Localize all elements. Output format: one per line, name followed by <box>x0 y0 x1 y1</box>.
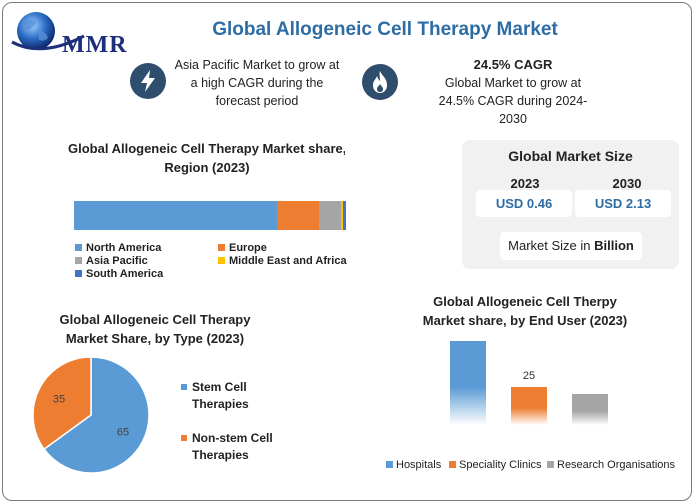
note-prefix: Market Size in <box>508 238 595 253</box>
legend-swatch <box>547 461 554 468</box>
enduser-legend-hospitals: Hospitals <box>386 459 441 471</box>
legend-label: North America <box>86 242 162 254</box>
legend-item-europe: Europe <box>218 242 267 254</box>
note-unit: Billion <box>594 238 634 253</box>
logo-text: MMR <box>62 32 128 58</box>
enduser-bar-hospitals <box>450 340 486 425</box>
type-chart-title: Global Allogeneic Cell Therapy Market Sh… <box>40 310 270 348</box>
legend-swatch <box>218 257 225 264</box>
highlight-left-line: forecast period <box>215 94 299 108</box>
year-2030-label: 2030 <box>612 176 642 191</box>
highlight-right-line: 24.5% CAGR during 2024- <box>438 94 588 108</box>
legend-swatch <box>386 461 393 468</box>
globe-logo-icon <box>11 12 85 51</box>
region-bar-segment-europe <box>276 201 319 230</box>
pie-slice-non-stem-cell-therapies <box>32 356 92 451</box>
type-title-line: Market Share, by Type (2023) <box>65 331 245 346</box>
highlight-right-text: 24.5% CAGR Global Market to grow at 24.5… <box>418 56 608 128</box>
enduser-title-line: Market share, by End User (2023) <box>422 313 628 328</box>
region-title-line: Region (2023) <box>164 160 250 175</box>
legend-label: Speciality Clinics <box>459 459 542 471</box>
type-title-line: Global Allogeneic Cell Therapy <box>59 312 251 327</box>
legend-item-asia-pacific: Asia Pacific <box>75 255 148 267</box>
region-bar-segment-asia-pacific <box>318 201 341 230</box>
legend-swatch <box>218 244 225 251</box>
highlight-right-line: 2030 <box>499 112 527 126</box>
value-2030: USD 2.13 <box>575 190 671 217</box>
legend-label: Research Organisations <box>557 459 676 471</box>
pie-data-label: 35 <box>53 394 65 406</box>
pie-legend-item-nonstem: Non-stem Cell Therapies <box>181 430 273 464</box>
legend-label: Middle East and Africa <box>229 255 347 267</box>
highlight-left-text: Asia Pacific Market to grow at a high CA… <box>168 56 346 110</box>
legend-label: South America <box>86 268 164 280</box>
enduser-title-line: Global Allogeneic Cell Therpy <box>433 294 617 309</box>
market-size-panel: Global Market Size 2023 2030 USD 0.46 US… <box>462 140 679 269</box>
highlight-left-line: a high CAGR during the <box>190 76 324 90</box>
legend-label: Europe <box>229 242 267 254</box>
legend-label: Hospitals <box>396 459 442 471</box>
value-2023: USD 0.46 <box>476 190 572 217</box>
legend-swatch <box>75 257 82 264</box>
region-bar-segment-middle-east-and-africa <box>340 201 344 230</box>
legend-label: Asia Pacific <box>86 255 148 267</box>
pie-data-label: 65 <box>117 426 129 438</box>
page-title: Global Allogeneic Cell Therapy Market <box>212 19 558 40</box>
title-mask <box>345 141 385 179</box>
region-bar-segment-south-america <box>343 201 346 230</box>
enduser-bar-speciality-clinics <box>511 386 547 425</box>
enduser-legend-clinics: Speciality Clinics <box>449 459 542 471</box>
type-pie-chart: 65 35 <box>32 356 150 474</box>
enduser-data-label: 25 <box>522 369 536 382</box>
legend-swatch <box>181 435 187 441</box>
legend-item-middle-east-africa: Middle East and Africa <box>218 255 347 267</box>
pie-slice-stem-cell-therapies <box>43 356 150 474</box>
legend-swatch <box>75 244 82 251</box>
legend-swatch <box>75 270 82 277</box>
enduser-chart-title: Global Allogeneic Cell Therpy Market sha… <box>400 292 650 330</box>
year-2023-label: 2023 <box>510 176 540 191</box>
region-title-line: Global Allogeneic Cell Therapy Market sh… <box>68 141 352 156</box>
lightning-icon <box>130 63 166 99</box>
legend-swatch <box>449 461 456 468</box>
cagr-heading: 24.5% CAGR <box>473 57 553 72</box>
legend-label: Therapies <box>192 448 249 462</box>
enduser-legend-research: Research Organisations <box>547 459 675 471</box>
market-size-unit-note: Market Size in Billion <box>500 232 642 260</box>
legend-item-north-america: North America <box>75 242 161 254</box>
highlight-left-line: Asia Pacific Market to grow at <box>174 58 340 72</box>
legend-swatch <box>181 384 187 390</box>
flame-icon <box>362 64 398 100</box>
enduser-bar-research-organisations <box>572 394 608 425</box>
region-chart-title: Global Allogeneic Cell Therapy Market sh… <box>62 139 352 179</box>
region-bar-segment-north-america <box>74 201 277 230</box>
highlight-right-line: Global Market to grow at <box>444 76 582 90</box>
legend-item-south-america: South America <box>75 268 163 280</box>
legend-label: Non-stem Cell <box>192 431 273 445</box>
legend-label: Stem Cell <box>192 380 247 394</box>
legend-label: Therapies <box>192 397 249 411</box>
market-size-title: Global Market Size <box>508 148 633 164</box>
pie-legend-item-stem: Stem Cell Therapies <box>181 379 249 413</box>
